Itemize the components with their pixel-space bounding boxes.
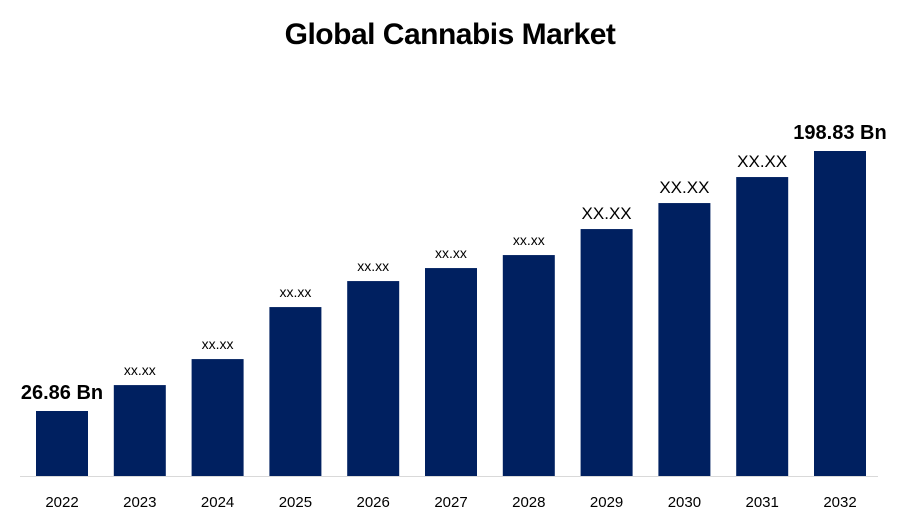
x-tick-label: 2022 (45, 494, 78, 511)
bar-2026 (347, 281, 400, 476)
bar-2031 (736, 177, 789, 476)
bar-2025 (269, 307, 322, 476)
bar-2032 (814, 151, 866, 476)
bar-2022 (36, 411, 88, 476)
data-label: 26.86 Bn (21, 382, 103, 404)
x-tick-label: 2027 (434, 494, 467, 511)
chart-title: Global Cannabis Market (284, 18, 616, 51)
data-label: XX.XX (582, 204, 632, 223)
bar-2023 (113, 385, 166, 476)
bar-2030 (658, 203, 711, 476)
data-label: 198.83 Bn (793, 122, 886, 144)
x-tick-label: 2032 (823, 494, 856, 511)
data-label: XX.XX (737, 152, 787, 171)
data-label: xx.xx (279, 284, 311, 300)
x-tick-label: 2024 (201, 494, 234, 511)
x-tick-label: 2029 (590, 494, 623, 511)
x-tick-label: 2026 (357, 494, 390, 511)
data-label: xx.xx (513, 232, 545, 248)
data-label: xx.xx (357, 258, 389, 274)
data-label: xx.xx (435, 245, 467, 261)
x-tick-label: 2023 (123, 494, 156, 511)
x-tick-label: 2028 (512, 494, 545, 511)
bar-2024 (191, 359, 244, 476)
data-label: xx.xx (124, 362, 156, 378)
bar-2027 (425, 268, 477, 476)
data-label: XX.XX (659, 178, 709, 197)
bar-2029 (580, 229, 633, 476)
bar-2028 (502, 255, 555, 476)
x-tick-label: 2031 (746, 494, 779, 511)
x-tick-label: 2030 (668, 494, 701, 511)
data-label: xx.xx (202, 336, 234, 352)
x-tick-label: 2025 (279, 494, 312, 511)
